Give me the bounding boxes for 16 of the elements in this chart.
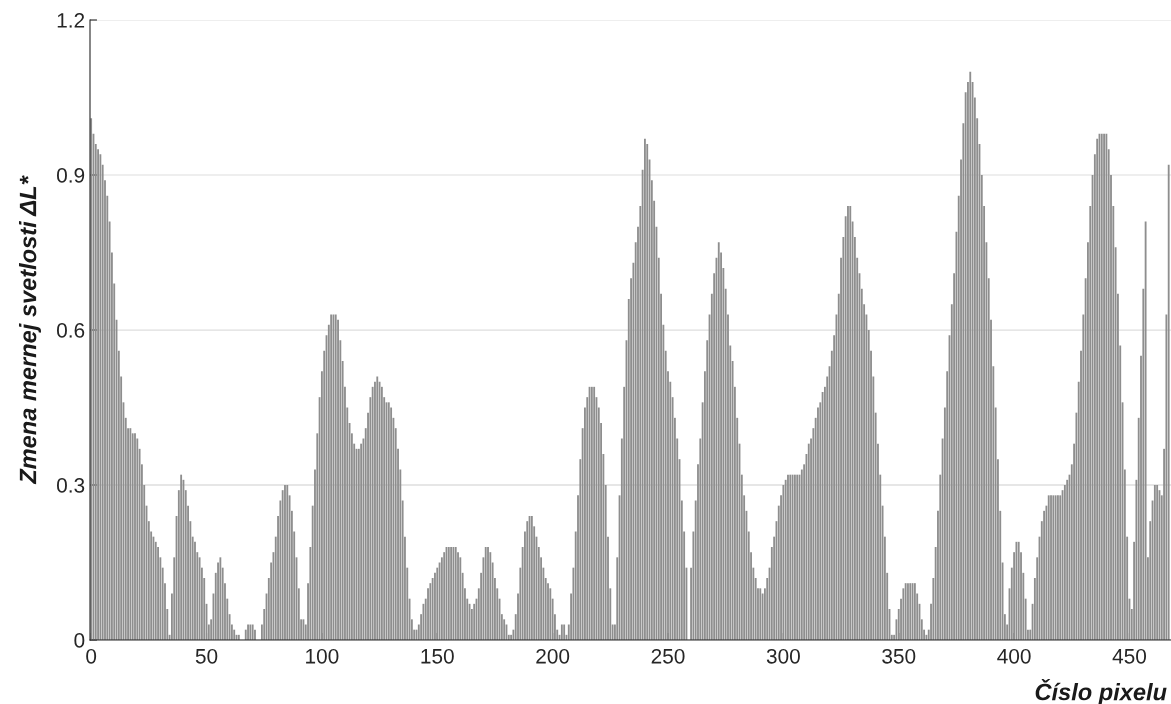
x-tick-label: 250 [651,648,685,664]
y-tick-label: 1.2 [57,13,85,28]
x-tick-label: 100 [306,648,339,664]
y-tick-label: 0.6 [56,323,85,338]
x-tick-label: 50 [195,648,218,664]
x-tick-label: 150 [421,648,454,664]
y-axis-title: Zmena mernej svetlosti ΔL* [19,175,42,485]
x-tick-label: 300 [766,648,800,664]
x-tick-label: 400 [997,648,1031,664]
y-tick-label: 0.3 [56,478,85,493]
y-tick-label: 0 [74,633,85,648]
x-tick-label: 350 [882,648,916,664]
x-tick-label: 450 [1112,648,1147,664]
x-tick-label: 200 [536,648,570,664]
x-tick-label: 0 [86,648,97,664]
y-tick-label: 0.9 [56,168,85,183]
